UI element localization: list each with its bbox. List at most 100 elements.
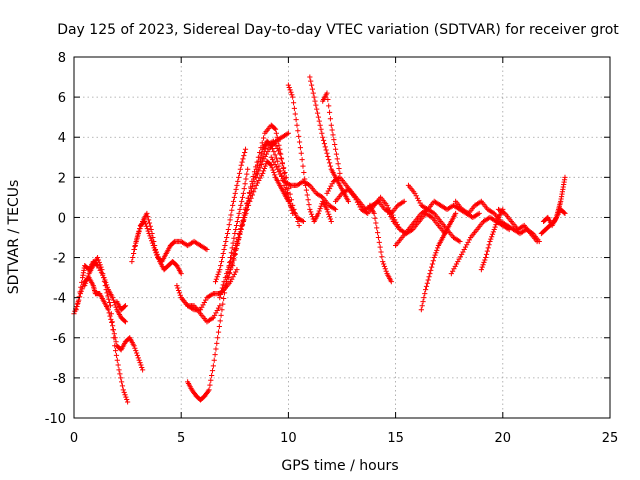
data-point	[271, 149, 277, 155]
data-point	[240, 190, 246, 196]
data-point	[217, 303, 223, 309]
data-point	[226, 222, 232, 228]
data-point	[217, 266, 223, 273]
data-point	[233, 186, 239, 192]
data-point	[278, 151, 284, 157]
data-point	[255, 154, 261, 160]
data-point	[230, 198, 237, 204]
data-point	[272, 152, 278, 158]
data-point	[374, 225, 380, 231]
data-point	[457, 238, 463, 245]
data-point	[248, 184, 254, 190]
data-point	[109, 319, 115, 325]
axis-ticks: 0 5 10 15 20 25 -10 -8 -6 -4 -2 0 2 4 6 8	[45, 51, 619, 446]
data-point	[154, 251, 160, 257]
data-point	[273, 155, 279, 161]
x-tick-label: 10	[280, 431, 297, 446]
data-point	[111, 299, 117, 306]
data-point	[260, 170, 266, 176]
data-point	[240, 218, 246, 224]
data-point	[209, 372, 215, 379]
data-point	[222, 283, 228, 289]
data-point	[298, 150, 304, 156]
data-point	[534, 238, 540, 245]
data-series-track-03	[82, 254, 131, 405]
y-tick-label: -8	[53, 372, 66, 387]
data-point	[243, 176, 249, 182]
data-point	[112, 348, 119, 354]
x-tick-label: 5	[177, 431, 185, 446]
data-series-track-10	[212, 146, 249, 285]
data-point	[230, 240, 236, 246]
y-tick-label: -4	[53, 292, 66, 307]
data-point	[481, 259, 487, 265]
data-point	[486, 242, 492, 248]
data-point	[320, 134, 326, 140]
data-point	[327, 116, 334, 122]
data-point	[312, 98, 318, 104]
data-point	[382, 266, 388, 272]
data-point	[325, 209, 331, 215]
data-point	[84, 275, 90, 282]
data-point	[123, 394, 129, 400]
data-series-track-17	[285, 82, 334, 225]
data-point	[122, 303, 129, 309]
data-point	[260, 135, 267, 141]
data-point	[139, 364, 145, 371]
data-point	[241, 212, 247, 218]
data-point	[246, 197, 252, 204]
data-point	[434, 247, 440, 253]
data-point	[432, 252, 438, 258]
data-point	[138, 223, 144, 229]
data-point	[120, 387, 126, 393]
data-point	[422, 291, 428, 297]
data-point	[331, 137, 337, 143]
data-point	[136, 357, 142, 363]
data-point	[491, 226, 497, 233]
data-point	[239, 198, 245, 204]
data-point	[306, 202, 312, 208]
x-tick-label: 20	[495, 431, 512, 446]
data-point	[242, 206, 249, 213]
data-point	[270, 167, 276, 173]
x-tick-label: 15	[387, 431, 404, 446]
data-marks	[71, 74, 568, 405]
data-point	[261, 165, 267, 172]
data-point	[299, 157, 305, 163]
data-point	[227, 217, 233, 223]
data-point	[419, 303, 425, 309]
x-tick-label: 25	[602, 431, 619, 446]
data-point	[106, 296, 112, 302]
data-point	[177, 292, 183, 298]
data-point	[483, 251, 490, 257]
data-point	[242, 146, 249, 152]
data-point	[262, 163, 268, 169]
data-point	[287, 87, 293, 93]
data-point	[140, 367, 146, 373]
data-point	[291, 105, 298, 111]
data-point	[132, 243, 138, 249]
data-point	[236, 210, 242, 217]
data-point	[256, 168, 262, 174]
data-point	[319, 130, 325, 136]
data-point	[253, 164, 259, 170]
data-point	[249, 178, 255, 184]
data-point	[487, 238, 493, 245]
data-point	[327, 163, 334, 169]
data-point	[238, 202, 244, 209]
data-point	[233, 226, 239, 233]
data-point	[151, 238, 157, 245]
data-point	[136, 228, 142, 234]
data-point	[330, 132, 336, 138]
data-point	[79, 286, 85, 292]
data-point	[308, 78, 314, 84]
data-point	[332, 141, 338, 148]
data-point	[300, 163, 306, 169]
data-point	[289, 92, 295, 98]
data-point	[175, 285, 181, 291]
data-point	[244, 171, 250, 177]
data-point	[372, 215, 378, 221]
data-point	[427, 271, 433, 277]
data-point	[236, 170, 243, 176]
data-point	[289, 207, 295, 213]
